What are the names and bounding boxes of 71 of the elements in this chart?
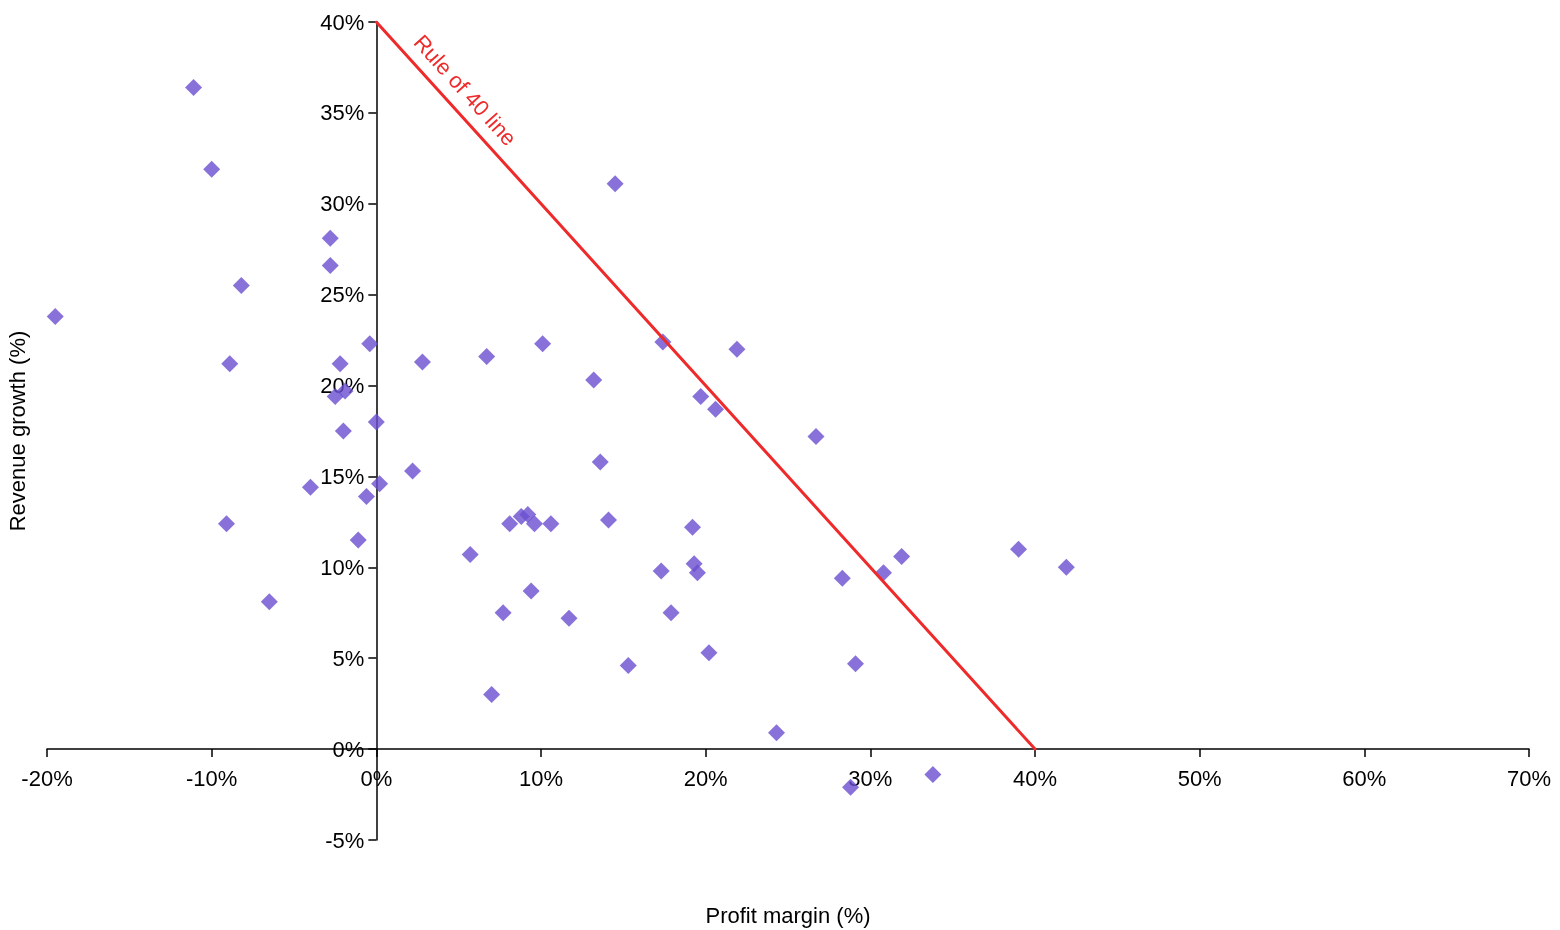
y-tick-label: 15% bbox=[320, 463, 365, 489]
point bbox=[413, 353, 431, 371]
point bbox=[652, 562, 670, 580]
point bbox=[357, 487, 375, 505]
x-tick-label: 50% bbox=[1177, 765, 1222, 791]
x-tick-label: 10% bbox=[518, 765, 564, 791]
point bbox=[361, 335, 379, 353]
point bbox=[1057, 558, 1075, 576]
x-tick-label: 30% bbox=[848, 765, 893, 791]
point bbox=[600, 511, 618, 529]
point bbox=[606, 175, 624, 193]
point bbox=[619, 656, 637, 674]
point bbox=[349, 531, 367, 549]
x-tick-label: 20% bbox=[683, 765, 728, 791]
point bbox=[591, 453, 609, 471]
y-tick-label: 30% bbox=[320, 191, 365, 217]
point bbox=[321, 257, 339, 275]
point bbox=[478, 347, 496, 365]
y-tick-label: 40% bbox=[320, 9, 365, 35]
point bbox=[461, 546, 479, 564]
x-tick-label: 60% bbox=[1342, 765, 1387, 791]
y-tick-label: 5% bbox=[332, 645, 365, 671]
point bbox=[334, 422, 352, 440]
x-tick-label: 40% bbox=[1012, 765, 1058, 791]
y-tick-label: 25% bbox=[320, 282, 365, 308]
point bbox=[367, 413, 385, 431]
point bbox=[501, 515, 519, 533]
point bbox=[662, 604, 680, 622]
y-tick-label: 10% bbox=[320, 554, 365, 580]
x-axis-title: Profit margin (%) bbox=[705, 902, 871, 928]
point bbox=[692, 387, 710, 405]
point bbox=[232, 277, 250, 295]
point bbox=[404, 462, 422, 480]
point bbox=[688, 564, 706, 582]
point bbox=[847, 655, 865, 673]
point bbox=[700, 644, 718, 662]
point bbox=[893, 547, 911, 565]
point bbox=[807, 427, 825, 445]
point bbox=[185, 78, 203, 96]
point bbox=[728, 340, 746, 358]
point bbox=[519, 506, 537, 524]
point bbox=[767, 724, 785, 742]
point bbox=[494, 604, 512, 622]
point bbox=[542, 515, 560, 533]
y-tick-label: -5% bbox=[325, 827, 365, 853]
x-tick-label: -10% bbox=[185, 765, 238, 791]
point bbox=[483, 686, 501, 704]
point bbox=[331, 355, 349, 373]
point bbox=[46, 307, 64, 325]
point bbox=[924, 766, 942, 784]
point bbox=[221, 355, 239, 373]
point bbox=[585, 371, 603, 389]
point bbox=[534, 335, 552, 353]
point bbox=[203, 160, 221, 178]
point bbox=[833, 569, 851, 587]
point bbox=[321, 229, 339, 247]
point bbox=[525, 515, 543, 533]
y-tick-label: 20% bbox=[320, 373, 365, 399]
y-tick-label: 35% bbox=[320, 100, 365, 126]
point bbox=[371, 475, 389, 493]
y-axis-title: Revenue growth (%) bbox=[4, 330, 30, 532]
point bbox=[301, 478, 319, 496]
point bbox=[260, 593, 278, 611]
x-tick-label: -20% bbox=[21, 765, 73, 791]
point bbox=[560, 609, 578, 627]
x-tick-label: 70% bbox=[1506, 765, 1552, 791]
point bbox=[707, 400, 725, 418]
point bbox=[522, 582, 540, 600]
point bbox=[1010, 540, 1028, 558]
point bbox=[683, 518, 701, 536]
point bbox=[217, 515, 235, 533]
